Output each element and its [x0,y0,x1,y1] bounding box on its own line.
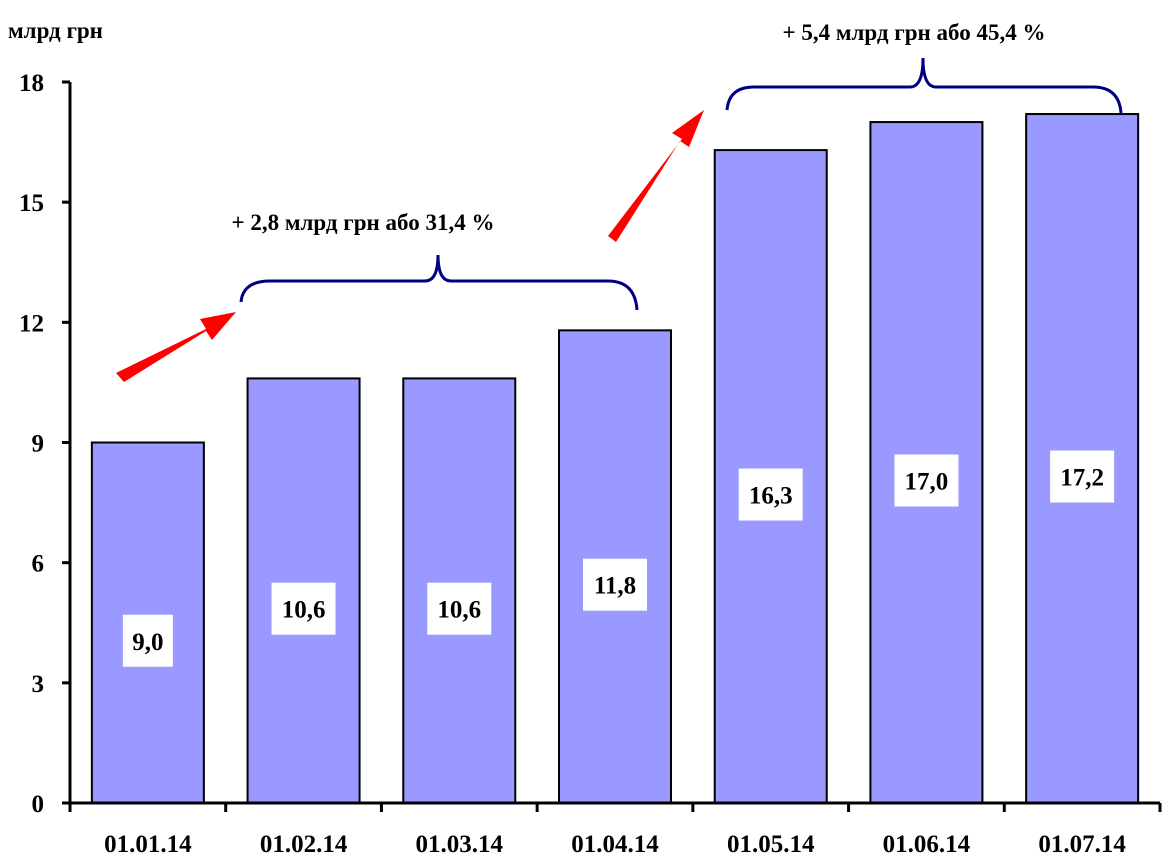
y-tick-label: 18 [19,70,44,97]
annotation-1-text: + 2,8 млрд грн або 31,4 % [232,210,495,235]
data-label: 9,0 [132,629,163,656]
x-tick-label: 01.01.14 [104,831,192,858]
x-tick-label: 01.03.14 [416,831,504,858]
data-label: 10,6 [282,597,326,624]
data-label-box [1050,450,1115,503]
data-label-box [122,614,173,667]
x-tick-label: 01.04.14 [571,831,659,858]
data-label: 11,8 [594,573,636,600]
brace-1 [239,254,639,311]
data-label: 10,6 [437,597,481,624]
y-tick-label: 3 [32,671,45,698]
data-label-box [894,454,959,507]
data-label: 17,0 [905,469,949,496]
x-tick-label: 01.05.14 [727,831,815,858]
x-ticks-group: 01.01.14 01.02.14 01.03.14 01.04.14 01.05.14… [68,803,1162,858]
arrow-1 [116,312,236,382]
x-tick-label: 01.06.14 [883,831,971,858]
y-tick-label: 12 [19,310,44,337]
y-axis-label: млрд грн [8,18,103,43]
data-label: 16,3 [749,483,793,510]
data-label-box [583,558,647,611]
data-label-box [271,582,336,635]
brace-2 [725,57,1123,114]
annotation-2-text: + 5,4 млрд грн або 45,4 % [783,20,1046,45]
data-label: 17,2 [1060,465,1104,492]
y-ticks-group: 0 3 6 9 12 15 18 [19,70,70,818]
bar [402,377,517,804]
bars-group: 9,0 10,6 10,6 11,8 16,3 17,0 17,2 [90,113,1140,805]
x-tick-label: 01.02.14 [260,831,348,858]
data-label-box [427,582,492,635]
annotations-group: + 2,8 млрд грн або 31,4 % + 5,4 млрд грн… [116,20,1123,382]
y-tick-label: 9 [32,431,45,458]
x-tick-label: 01.07.14 [1038,831,1126,858]
y-tick-label: 15 [19,190,44,217]
y-tick-label: 0 [32,791,45,818]
data-label-box [738,468,803,521]
arrow-2 [608,110,704,242]
y-tick-label: 6 [32,551,45,578]
